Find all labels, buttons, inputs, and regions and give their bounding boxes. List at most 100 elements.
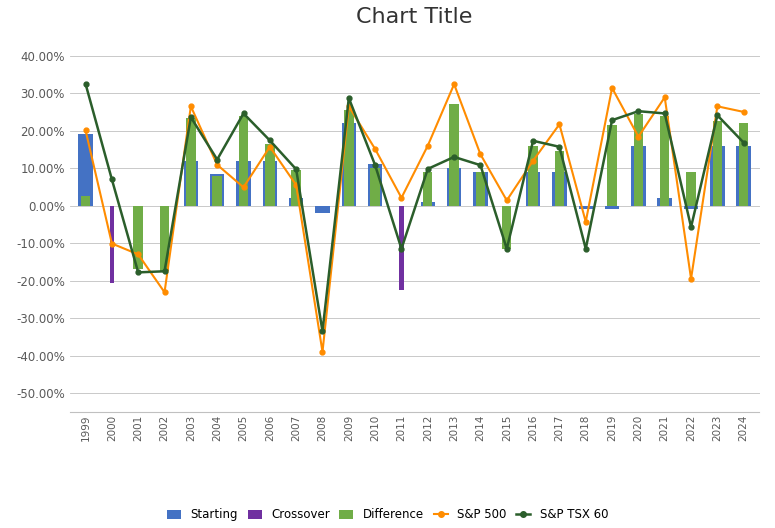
S&P 500 <box>713 103 722 109</box>
Bar <box>555 152 564 205</box>
S&P 500 <box>476 151 485 157</box>
S&P TSX 60 <box>502 246 512 252</box>
Bar <box>368 164 382 205</box>
Bar <box>399 205 404 290</box>
Bar <box>236 161 251 205</box>
Bar <box>502 205 512 249</box>
Bar <box>474 172 487 205</box>
Bar <box>289 198 303 205</box>
Line: S&P 500: S&P 500 <box>83 82 746 354</box>
S&P 500 <box>318 348 327 355</box>
S&P 500 <box>739 109 749 115</box>
Title: Chart Title: Chart Title <box>356 7 473 27</box>
S&P 500 <box>239 184 248 191</box>
Line: S&P TSX 60: S&P TSX 60 <box>83 81 746 334</box>
Bar <box>186 118 195 205</box>
S&P 500 <box>160 289 169 296</box>
Bar <box>81 196 90 205</box>
S&P TSX 60 <box>318 328 327 334</box>
Bar <box>370 168 380 205</box>
S&P TSX 60 <box>133 269 143 276</box>
S&P TSX 60 <box>634 108 643 115</box>
Bar <box>447 168 461 205</box>
S&P 500 <box>555 121 564 127</box>
S&P 500 <box>449 81 459 87</box>
Bar <box>344 110 353 205</box>
Bar <box>578 205 593 210</box>
S&P TSX 60 <box>608 117 617 124</box>
Bar <box>78 135 93 205</box>
S&P TSX 60 <box>555 144 564 150</box>
Bar <box>421 202 435 205</box>
Bar <box>631 146 646 205</box>
Bar <box>604 205 619 210</box>
Bar <box>526 172 540 205</box>
Bar <box>423 172 432 205</box>
S&P 500 <box>608 85 617 91</box>
Bar <box>552 172 567 205</box>
S&P 500 <box>107 240 116 247</box>
S&P TSX 60 <box>687 224 696 230</box>
S&P TSX 60 <box>397 246 406 252</box>
S&P 500 <box>133 251 143 258</box>
Bar <box>133 205 143 269</box>
S&P TSX 60 <box>423 166 432 172</box>
S&P TSX 60 <box>212 156 222 163</box>
S&P 500 <box>265 144 274 150</box>
S&P 500 <box>660 94 670 100</box>
Bar <box>291 170 301 205</box>
Bar <box>657 198 672 205</box>
Bar <box>608 125 617 205</box>
Bar <box>109 205 114 282</box>
S&P 500 <box>397 195 406 201</box>
S&P 500 <box>634 134 643 140</box>
Bar <box>529 146 538 205</box>
Bar <box>634 114 643 205</box>
S&P 500 <box>344 103 353 109</box>
Bar <box>210 174 225 205</box>
S&P TSX 60 <box>239 110 248 117</box>
Bar <box>684 205 698 210</box>
S&P 500 <box>529 157 538 164</box>
Bar <box>212 176 222 205</box>
Bar <box>449 105 459 205</box>
Bar <box>660 116 670 205</box>
Bar <box>476 172 485 205</box>
Bar <box>342 123 356 205</box>
S&P TSX 60 <box>370 162 380 168</box>
S&P TSX 60 <box>81 81 90 87</box>
Bar <box>239 116 248 205</box>
S&P TSX 60 <box>291 166 301 173</box>
Bar <box>263 161 277 205</box>
S&P TSX 60 <box>265 137 274 144</box>
Bar <box>160 205 169 271</box>
Bar <box>736 146 751 205</box>
S&P 500 <box>502 197 512 204</box>
Bar <box>710 146 725 205</box>
S&P 500 <box>423 143 432 149</box>
Bar <box>739 123 749 205</box>
Bar <box>315 205 329 213</box>
S&P TSX 60 <box>186 114 195 120</box>
S&P TSX 60 <box>476 162 485 168</box>
S&P TSX 60 <box>160 268 169 275</box>
S&P 500 <box>212 162 222 168</box>
S&P TSX 60 <box>581 246 591 252</box>
S&P TSX 60 <box>107 176 116 183</box>
S&P 500 <box>291 182 301 188</box>
S&P TSX 60 <box>449 154 459 160</box>
S&P TSX 60 <box>739 139 749 146</box>
Bar <box>713 121 722 205</box>
S&P 500 <box>687 276 696 282</box>
S&P 500 <box>370 146 380 152</box>
S&P TSX 60 <box>344 95 353 101</box>
Legend: Starting, Crossover, Difference, S&P 500, S&P TSX 60: Starting, Crossover, Difference, S&P 500… <box>161 503 614 527</box>
S&P 500 <box>186 103 195 109</box>
S&P 500 <box>81 127 90 134</box>
S&P TSX 60 <box>529 138 538 144</box>
S&P TSX 60 <box>660 110 670 117</box>
S&P TSX 60 <box>713 112 722 118</box>
S&P 500 <box>581 219 591 225</box>
Bar <box>184 161 198 205</box>
Bar <box>265 144 274 205</box>
